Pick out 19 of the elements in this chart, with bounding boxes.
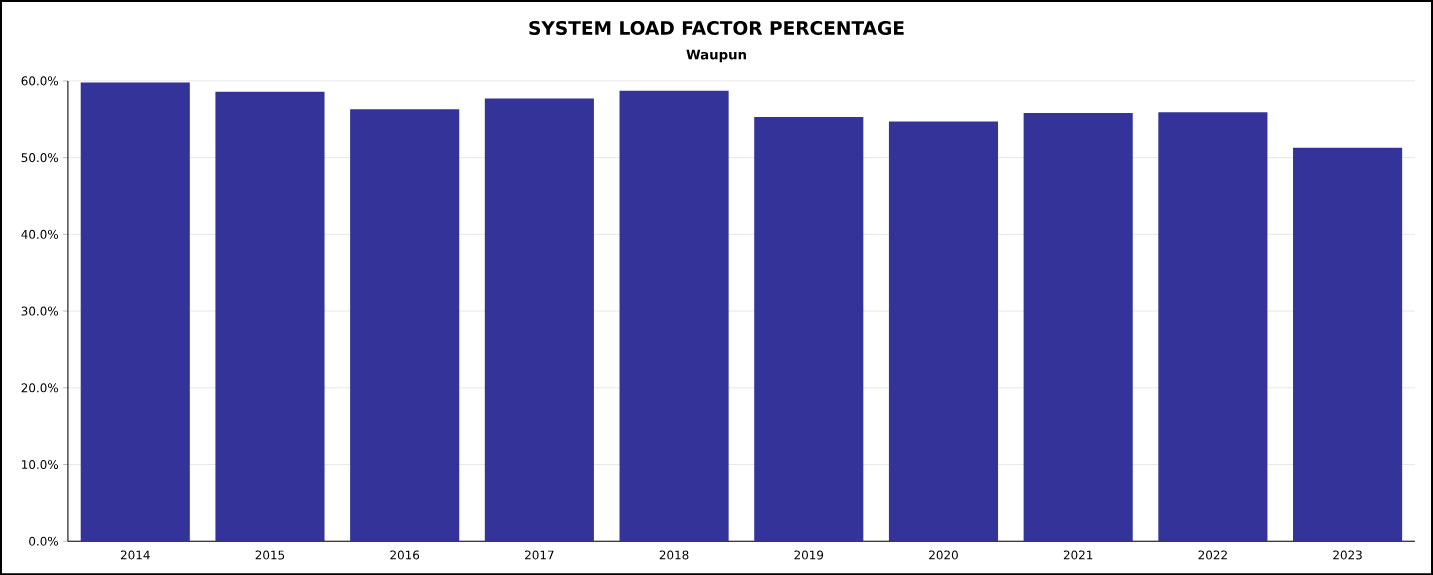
y-tick-label: 20.0% — [21, 383, 59, 393]
chart-subtitle: Waupun — [686, 49, 746, 63]
x-tick-label: 2014 — [120, 550, 150, 560]
x-tick-label: 2015 — [255, 550, 285, 560]
x-tick-label: 2018 — [659, 550, 689, 560]
x-tick-label: 2017 — [525, 550, 554, 560]
y-tick-label: 50.0% — [21, 153, 59, 163]
chart-title: SYSTEM LOAD FACTOR PERCENTAGE — [529, 20, 904, 35]
y-tick-label: 60.0% — [21, 76, 59, 86]
x-tick-label: 2020 — [929, 550, 958, 560]
x-tick-label: 2016 — [390, 550, 420, 560]
y-tick-label: 30.0% — [21, 306, 59, 316]
x-tick-label: 2021 — [1063, 550, 1093, 560]
x-tick-label: 2019 — [794, 550, 824, 560]
x-tick-label: 2022 — [1198, 550, 1227, 560]
x-tick-label: 2023 — [1333, 550, 1362, 560]
y-tick-label: 10.0% — [22, 459, 59, 469]
y-tick-label: 0.0% — [29, 536, 59, 546]
y-tick-label: 40.0% — [21, 229, 59, 239]
